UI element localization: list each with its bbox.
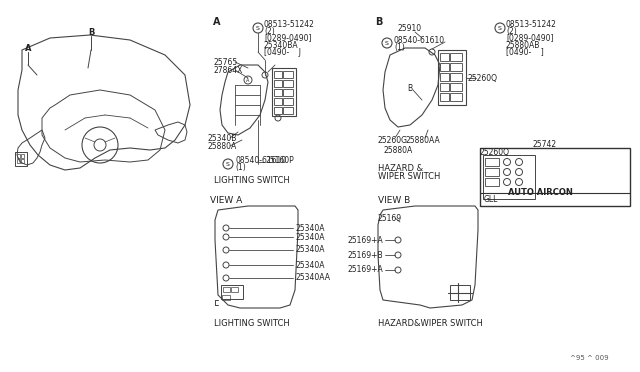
Bar [274,89,282,96]
Bar [17,159,20,163]
Text: 25742: 25742 [533,140,557,148]
Text: AUTO AIRCON: AUTO AIRCON [508,187,572,196]
Text: [0490-    J: [0490- J [264,48,301,57]
Bar [283,89,293,96]
Text: A: A [246,77,250,83]
Text: GLL: GLL [484,195,499,203]
Text: S: S [256,26,260,31]
Bar [440,93,449,101]
Text: (2): (2) [506,26,516,35]
Text: 25880AA: 25880AA [406,135,441,144]
Bar [274,107,282,114]
Text: B: B [88,28,94,36]
Text: 25260Q: 25260Q [480,148,510,157]
Bar [15,152,27,166]
Bar [480,148,630,206]
Bar [283,107,293,114]
Bar [485,178,499,186]
Bar [483,155,535,199]
Text: 25340A: 25340A [295,260,324,269]
Text: 25880AB: 25880AB [506,41,540,49]
Text: VIEW B: VIEW B [378,196,410,205]
Bar [223,287,230,292]
Bar [450,93,462,101]
Bar [21,159,24,163]
Bar [440,63,449,71]
Text: 25880A: 25880A [384,145,413,154]
Text: [0490-    ]: [0490- ] [506,48,544,57]
Text: [0289-0490]: [0289-0490] [506,33,554,42]
Bar [485,168,499,176]
Text: HAZARD &: HAZARD & [378,164,423,173]
Text: VIEW A: VIEW A [210,196,243,205]
Text: 25169+A: 25169+A [348,266,383,275]
Text: 25880A: 25880A [208,141,237,151]
Text: 25340AA: 25340AA [295,273,330,282]
Bar [274,80,282,87]
Bar [450,53,462,61]
Text: A: A [213,17,221,27]
Bar [440,53,449,61]
Text: WIPER SWITCH: WIPER SWITCH [378,171,440,180]
Bar [272,68,296,116]
Bar [21,154,24,158]
Bar [283,71,293,78]
Text: B: B [375,17,382,27]
Text: LIGHTING SWITCH: LIGHTING SWITCH [214,318,290,327]
Text: 25340A: 25340A [295,232,324,241]
Text: [0289-0490]: [0289-0490] [264,33,312,42]
Text: B: B [408,83,413,93]
Text: S: S [226,161,230,167]
Text: S: S [385,41,389,45]
Text: 25160P: 25160P [265,155,294,164]
Text: (2): (2) [264,26,275,35]
Text: 25260G: 25260G [378,135,408,144]
Bar [231,287,238,292]
Text: 25169: 25169 [378,214,402,222]
Bar [274,98,282,105]
Bar [283,98,293,105]
Bar [450,73,462,81]
Text: 25340A: 25340A [295,246,324,254]
Text: (1): (1) [394,42,404,51]
Bar [450,83,462,91]
Bar [440,73,449,81]
Bar [221,285,243,299]
Text: HAZARD&WIPER SWITCH: HAZARD&WIPER SWITCH [378,318,483,327]
Text: 25169+B: 25169+B [348,250,383,260]
Text: 25169+A: 25169+A [348,235,383,244]
Bar [283,80,293,87]
Bar [17,154,20,158]
Bar [450,285,470,300]
Text: 08540-61610: 08540-61610 [235,155,286,164]
Text: S: S [498,26,502,31]
Text: 08540-61610: 08540-61610 [394,35,445,45]
Text: 25765: 25765 [213,58,237,67]
Text: 25340BA: 25340BA [264,41,299,49]
Bar [438,50,466,105]
Text: 25910: 25910 [398,23,422,32]
Text: 08513-51242: 08513-51242 [264,19,315,29]
Text: (1): (1) [235,163,246,171]
Text: LIGHTING SWITCH: LIGHTING SWITCH [214,176,290,185]
Text: 08513-51242: 08513-51242 [506,19,557,29]
Text: 25340B: 25340B [208,134,237,142]
Bar [450,63,462,71]
Text: 25260Q: 25260Q [468,74,498,83]
Bar [440,83,449,91]
Text: 27864X: 27864X [213,65,243,74]
Text: 25340A: 25340A [295,224,324,232]
Text: ^95 ^ 009: ^95 ^ 009 [570,355,609,361]
Text: A: A [25,44,31,52]
Bar [222,295,230,300]
Bar [485,158,499,166]
Bar [274,71,282,78]
